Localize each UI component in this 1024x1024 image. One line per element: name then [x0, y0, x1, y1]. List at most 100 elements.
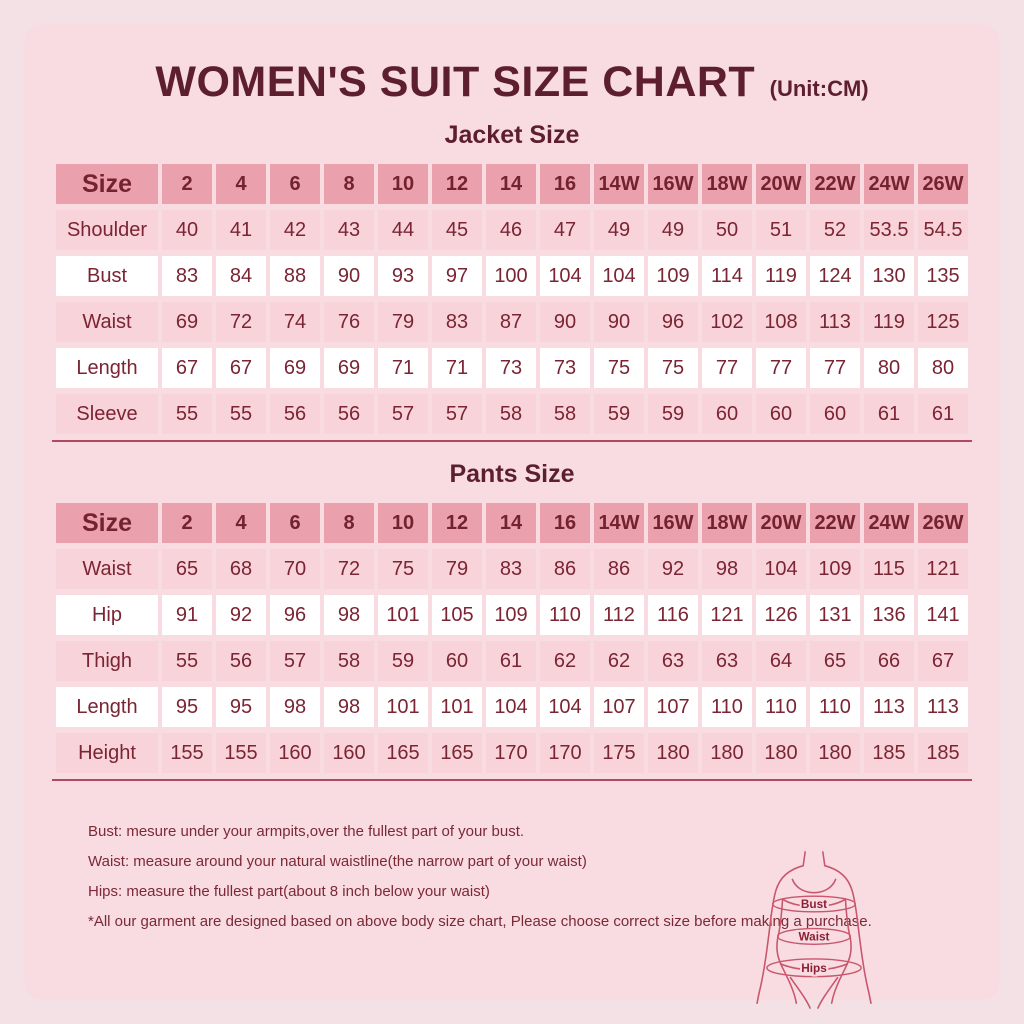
- measurement-cell: 63: [648, 641, 698, 681]
- measurement-cell: 80: [918, 348, 968, 388]
- measurement-cell: 50: [702, 210, 752, 250]
- size-header-row: Size 2 4 6 8 10 12 14 16 14W 16W 18W 20W 22W 24W 26W: [56, 503, 968, 543]
- measurement-cell: 165: [432, 733, 482, 773]
- measurement-cell: 101: [378, 595, 428, 635]
- measurement-cell: 49: [594, 210, 644, 250]
- size-column-header: 8: [324, 164, 374, 204]
- row-label: Bust: [56, 256, 158, 296]
- measurement-cell: 110: [810, 687, 860, 727]
- jacket-size-section: Jacket Size Size 2 4 6 8 10 12 14 16 14W 16W 18W 20W…: [24, 121, 1000, 442]
- measurement-cell: 54.5: [918, 210, 968, 250]
- measurement-cell: 56: [324, 394, 374, 434]
- measurement-cell: 76: [324, 302, 374, 342]
- measurement-cell: 56: [270, 394, 320, 434]
- table-row: Hip 91 92 96 98 101 105 109 110 112 116 121 126 131 13…: [56, 595, 968, 635]
- pants-size-table: Size 2 4 6 8 10 12 14 16 14W 16W 18W 20W 22W 24W 26W Wai…: [52, 497, 972, 781]
- size-column-header: 18W: [702, 164, 752, 204]
- size-column-header: 20W: [756, 503, 806, 543]
- measurement-cell: 170: [540, 733, 590, 773]
- measurement-cell: 59: [594, 394, 644, 434]
- female-torso-outline-icon: Bust Waist Hips: [756, 851, 872, 1009]
- size-column-header: 10: [378, 164, 428, 204]
- note-line: Bust: mesure under your armpits,over the…: [88, 823, 525, 840]
- measurement-cell: 116: [648, 595, 698, 635]
- measurement-cell: 77: [810, 348, 860, 388]
- measurement-cell: 160: [270, 733, 320, 773]
- measurement-cell: 83: [432, 302, 482, 342]
- measurement-cell: 72: [324, 549, 374, 589]
- measurement-cell: 102: [702, 302, 752, 342]
- measurement-cell: 60: [756, 394, 806, 434]
- measurement-cell: 113: [864, 687, 914, 727]
- size-column-header: 16: [540, 164, 590, 204]
- measurement-cell: 124: [810, 256, 860, 296]
- size-column-header: 22W: [810, 164, 860, 204]
- size-column-header: 24W: [864, 503, 914, 543]
- measurement-cell: 92: [216, 595, 266, 635]
- measurement-cell: 75: [594, 348, 644, 388]
- measurement-cell: 160: [324, 733, 374, 773]
- size-header-row: Size 2 4 6 8 10 12 14 16 14W 16W 18W 20W 22W 24W 26W: [56, 164, 968, 204]
- measurement-cell: 65: [810, 641, 860, 681]
- measurement-cell: 96: [648, 302, 698, 342]
- measurement-cell: 55: [162, 394, 212, 434]
- measurement-cell: 90: [324, 256, 374, 296]
- measurement-cell: 101: [378, 687, 428, 727]
- measurement-cell: 115: [864, 549, 914, 589]
- measurement-cell: 110: [702, 687, 752, 727]
- row-label: Waist: [56, 549, 158, 589]
- measurement-cell: 56: [216, 641, 266, 681]
- measurement-cell: 125: [918, 302, 968, 342]
- measurement-cell: 44: [378, 210, 428, 250]
- measurement-cell: 91: [162, 595, 212, 635]
- measurement-cell: 119: [756, 256, 806, 296]
- measurement-cell: 73: [486, 348, 536, 388]
- size-column-header: 26W: [918, 164, 968, 204]
- measurement-cell: 75: [378, 549, 428, 589]
- measurement-cell: 71: [432, 348, 482, 388]
- measurement-cell: 53.5: [864, 210, 914, 250]
- measurement-cell: 42: [270, 210, 320, 250]
- measurement-cell: 79: [378, 302, 428, 342]
- size-column-header: 14: [486, 503, 536, 543]
- measurement-cell: 130: [864, 256, 914, 296]
- row-label: Shoulder: [56, 210, 158, 250]
- measurement-cell: 43: [324, 210, 374, 250]
- table-row: Waist 65 68 70 72 75 79 83 86 86 92 98 104 109 115 121: [56, 549, 968, 589]
- measurement-cell: 88: [270, 256, 320, 296]
- row-label: Sleeve: [56, 394, 158, 434]
- measurement-cell: 80: [864, 348, 914, 388]
- measurement-cell: 180: [702, 733, 752, 773]
- measurement-cell: 110: [540, 595, 590, 635]
- size-column-header: 6: [270, 503, 320, 543]
- row-label: Waist: [56, 302, 158, 342]
- size-header-label: Size: [56, 503, 158, 543]
- measurement-cell: 41: [216, 210, 266, 250]
- measurement-cell: 90: [540, 302, 590, 342]
- measurement-cell: 60: [810, 394, 860, 434]
- measurement-cell: 77: [756, 348, 806, 388]
- measurement-cell: 107: [594, 687, 644, 727]
- measurement-cell: 67: [162, 348, 212, 388]
- measurement-cell: 109: [648, 256, 698, 296]
- measurement-cell: 73: [540, 348, 590, 388]
- title-row: WOMEN'S SUIT SIZE CHART (Unit:CM): [24, 24, 1000, 107]
- measurement-cell: 65: [162, 549, 212, 589]
- measurement-cell: 110: [756, 687, 806, 727]
- measurement-cell: 98: [270, 687, 320, 727]
- measurement-cell: 47: [540, 210, 590, 250]
- measurement-cell: 97: [432, 256, 482, 296]
- measurement-cell: 57: [432, 394, 482, 434]
- table-row: Sleeve 55 55 56 56 57 57 58 58 59 59 60 60 60 61 61: [56, 394, 968, 434]
- measurement-cell: 98: [702, 549, 752, 589]
- measurement-cell: 175: [594, 733, 644, 773]
- size-column-header: 24W: [864, 164, 914, 204]
- measurement-cell: 55: [216, 394, 266, 434]
- measurement-cell: 121: [918, 549, 968, 589]
- measurement-cell: 61: [486, 641, 536, 681]
- measurement-cell: 87: [486, 302, 536, 342]
- measurement-cell: 69: [270, 348, 320, 388]
- size-column-header: 16: [540, 503, 590, 543]
- size-column-header: 2: [162, 503, 212, 543]
